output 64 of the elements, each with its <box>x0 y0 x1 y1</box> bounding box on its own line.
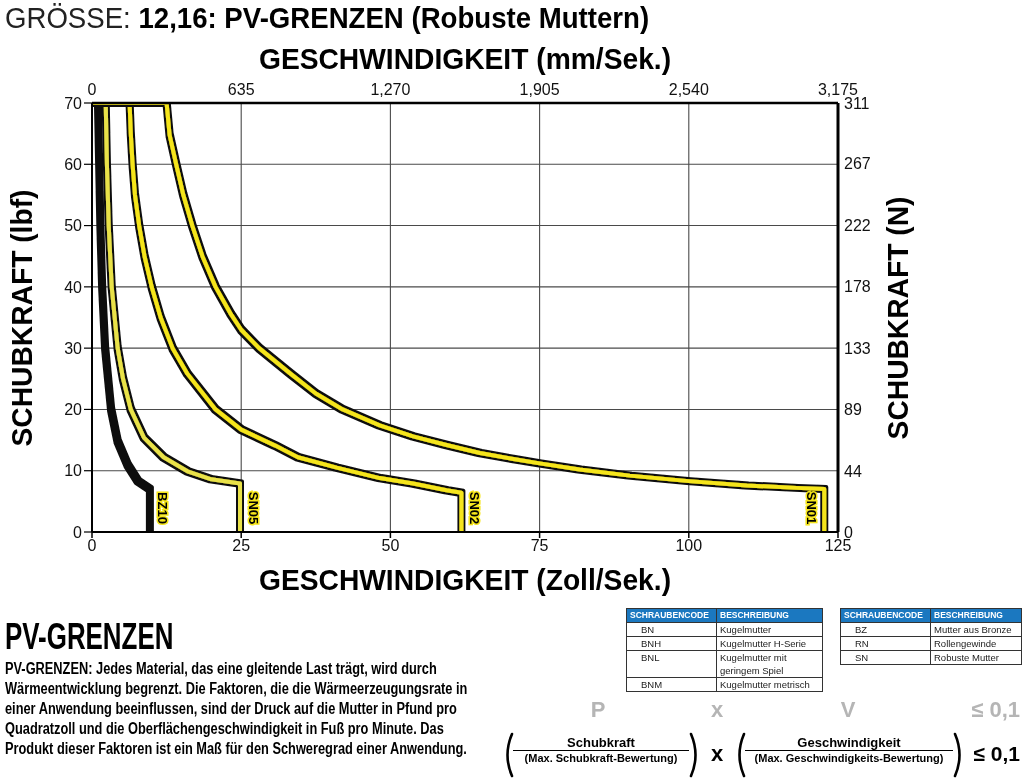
text: BNM <box>626 677 717 692</box>
y-tick-label: 40 <box>64 278 83 296</box>
text: PV-GRENZEN: Jedes Material, das eine gleitende Last trägt, wird durch Wärmeentwicklung begrenzt. Die Faktoren, die die Wärmeerzeugungsrate in einer Anwendung beeinflussen, sind der Druck auf die Mutter in Pfund pro Quadratzoll und die Oberflächengeschwindigkeit in Fuß pro Minute. Das Produkt dieser Faktoren ist ein Maß für den Schweregrad einer Anwendung. <box>5 659 469 759</box>
text: Rollengewinde <box>930 636 1022 651</box>
text: SCHRAUBENCODE <box>626 608 717 623</box>
y2-tick-label: 178 <box>844 278 871 296</box>
y-tick-label: 60 <box>64 155 83 173</box>
text: BESCHREIBUNG <box>716 608 823 623</box>
x-tick-label: 50 <box>381 537 400 555</box>
text: (Max. Geschwindigkeits-Bewertung) <box>753 751 945 766</box>
text: BZ10 <box>155 492 171 524</box>
text: BNH <box>626 636 717 651</box>
y-tick-label: 0 <box>73 523 83 541</box>
text: PV-GRENZEN <box>5 616 174 657</box>
text: Kugelmutter mit geringem Spiel <box>716 650 823 678</box>
x2-axis-title: GESCHWINDIGKEIT (mm/Sek.) <box>258 42 672 75</box>
text: BZ <box>840 622 931 637</box>
text: x <box>710 741 724 766</box>
y2-tick-label: 44 <box>844 462 862 480</box>
text: Mutter aus Bronze <box>930 622 1022 637</box>
x2-tick-label: 1,270 <box>370 81 411 98</box>
text: V <box>840 697 856 722</box>
y-tick-label: 70 <box>64 94 83 112</box>
y2-tick-label: 133 <box>844 340 871 358</box>
text: x <box>710 697 724 722</box>
text: P <box>590 697 606 722</box>
x-tick-label: 75 <box>530 537 549 555</box>
x-tick-label: 25 <box>232 537 251 555</box>
x-tick-label: 100 <box>675 537 703 555</box>
text: SCHRAUBENCODE <box>840 608 931 623</box>
y2-tick-label: 222 <box>844 217 871 235</box>
text: SN05 <box>245 491 261 525</box>
x2-tick-label: 2,540 <box>668 81 709 98</box>
text: Kugelmutter <box>716 622 823 637</box>
y-tick-label: 10 <box>64 462 83 480</box>
x2-tick-label: 1,905 <box>519 81 560 98</box>
text: SN01 <box>803 491 819 525</box>
text: Robuste Mutter <box>930 650 1022 665</box>
x-axis-title: GESCHWINDIGKEIT (Zoll/Sek.) <box>258 563 672 596</box>
text: Geschwindigkeit <box>745 735 953 751</box>
x2-tick-label: 635 <box>227 81 255 98</box>
y-tick-label: 50 <box>64 217 83 235</box>
y2-tick-label: 89 <box>844 400 862 418</box>
text: BNL <box>626 650 717 678</box>
text: ≤ 0,1 <box>971 697 1020 722</box>
text: Schubkraft <box>513 735 689 751</box>
text: BESCHREIBUNG <box>930 608 1022 623</box>
text: ≤ 0,1 <box>973 742 1020 765</box>
text: SN <box>840 650 931 665</box>
y-tick-label: 30 <box>64 339 83 357</box>
text: Kugelmutter H-Serie <box>716 636 823 651</box>
y2-axis-title: SCHUBKRAFT (N) <box>881 196 914 439</box>
y-axis-title: SCHUBKRAFT (lbf) <box>5 189 38 446</box>
x2-tick-label: 0 <box>87 81 97 98</box>
text: SN02 <box>466 491 482 525</box>
text: Kugelmutter metrisch <box>716 677 823 692</box>
y2-tick-label: 267 <box>844 155 871 173</box>
x-tick-label: 0 <box>87 537 97 555</box>
text: (Max. Schubkraft-Bewertung) <box>523 751 679 766</box>
y-tick-label: 20 <box>64 401 83 419</box>
chart-title: GRÖSSE: 12,16: PV-GRENZEN (Robuste Muttern) <box>5 1 650 34</box>
text: RN <box>840 636 931 651</box>
x-tick-label: 125 <box>824 537 852 555</box>
text: BN <box>626 622 717 637</box>
